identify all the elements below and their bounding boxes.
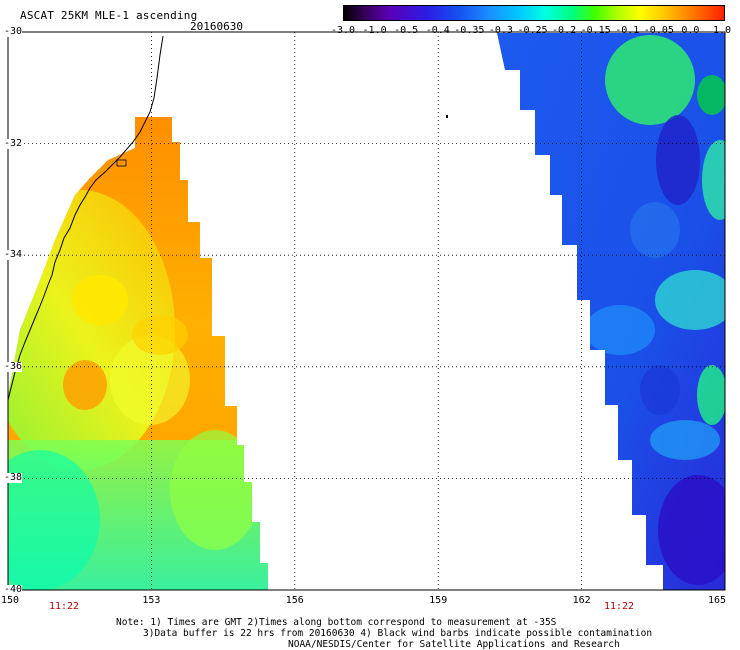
map-title: ASCAT 25KM MLE-1 ascending <box>20 9 198 22</box>
left-swath-data <box>8 117 268 590</box>
color-scale-label: -0.35 <box>454 25 485 36</box>
coastline <box>7 35 164 401</box>
latitude-label: -38 <box>4 472 23 484</box>
right-swath-data <box>497 33 725 590</box>
color-scale-label: -0.2 <box>552 25 577 36</box>
longitude-label: 153 <box>142 595 161 606</box>
longitude-label: 162 <box>572 595 591 606</box>
longitude-label: 165 <box>707 595 727 606</box>
color-scale-label: -0.4 <box>425 25 450 36</box>
color-scale-label: 1.0 <box>712 25 732 36</box>
latitude-label: -34 <box>4 249 23 261</box>
swath-time-left: 11:22 <box>48 601 80 612</box>
color-scale-bar <box>343 5 725 21</box>
latitude-label: -40 <box>4 584 23 595</box>
longitude-label: 159 <box>429 595 448 606</box>
footnote-line-2: 3)Data buffer is 22 hrs from 20160630 4)… <box>143 628 653 639</box>
color-scale-label: -0.5 <box>394 25 419 36</box>
longitude-label: 150 <box>0 595 20 606</box>
color-scale-label: 0.0 <box>681 25 700 36</box>
footnote-line-3: NOAA/NESDIS/Center for Satellite Applica… <box>288 639 620 650</box>
color-scale-label: -1.0 <box>362 25 387 36</box>
color-scale-label: -0.05 <box>643 25 674 36</box>
color-scale-label: -0.15 <box>580 25 611 36</box>
latitude-label: -36 <box>4 360 23 372</box>
map-graticule <box>8 32 725 590</box>
color-scale-label: -3.0 <box>330 25 356 36</box>
color-scale-label: -0.25 <box>517 25 548 36</box>
color-scale-label: -0.3 <box>488 25 513 36</box>
map-frame <box>7 31 726 591</box>
swath-time-right: 11:22 <box>603 601 635 612</box>
latitude-label: -32 <box>4 137 23 149</box>
color-scale-label: -0.1 <box>615 25 640 36</box>
longitude-label: 156 <box>285 595 304 606</box>
latitude-label: -30 <box>4 26 23 37</box>
map-date: 20160630 <box>190 20 243 33</box>
footnote-line-1: Note: 1) Times are GMT 2)Times along bot… <box>116 617 557 628</box>
